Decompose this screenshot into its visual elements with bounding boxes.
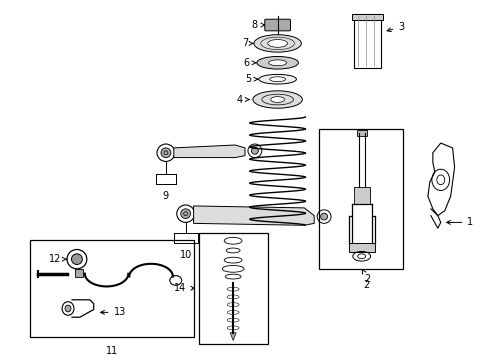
- Ellipse shape: [181, 209, 191, 219]
- Ellipse shape: [270, 77, 286, 82]
- Ellipse shape: [72, 254, 82, 265]
- FancyBboxPatch shape: [265, 19, 291, 31]
- Ellipse shape: [268, 40, 288, 47]
- Ellipse shape: [251, 147, 258, 154]
- Text: 11: 11: [106, 346, 118, 356]
- Bar: [75, 269, 83, 276]
- Text: 7: 7: [242, 39, 253, 48]
- Ellipse shape: [270, 96, 285, 103]
- Ellipse shape: [254, 35, 301, 52]
- Ellipse shape: [161, 148, 171, 158]
- Polygon shape: [194, 206, 314, 225]
- Ellipse shape: [253, 91, 302, 108]
- Text: 8: 8: [252, 20, 265, 30]
- Text: 3: 3: [387, 22, 404, 32]
- Bar: [354, 14, 381, 68]
- Text: 13: 13: [100, 307, 126, 318]
- Text: 2: 2: [364, 280, 370, 291]
- Ellipse shape: [65, 305, 71, 312]
- Text: 10: 10: [179, 251, 192, 260]
- Text: 6: 6: [244, 58, 256, 68]
- Polygon shape: [230, 333, 236, 341]
- Bar: [354, 186, 369, 204]
- Text: 2: 2: [362, 270, 371, 284]
- Ellipse shape: [257, 57, 298, 69]
- Text: 1: 1: [446, 217, 473, 228]
- Text: 4: 4: [237, 95, 249, 104]
- Bar: [349, 243, 374, 252]
- Bar: [357, 130, 367, 136]
- Ellipse shape: [320, 213, 327, 220]
- Text: 9: 9: [163, 192, 169, 202]
- Ellipse shape: [269, 60, 287, 66]
- Bar: [198, 233, 268, 344]
- Text: 14: 14: [174, 283, 195, 293]
- Bar: [30, 240, 194, 337]
- Bar: [319, 129, 403, 269]
- Bar: [352, 14, 383, 20]
- Text: 12: 12: [49, 254, 67, 264]
- Text: 5: 5: [245, 74, 258, 84]
- Polygon shape: [174, 145, 245, 158]
- Ellipse shape: [259, 75, 296, 84]
